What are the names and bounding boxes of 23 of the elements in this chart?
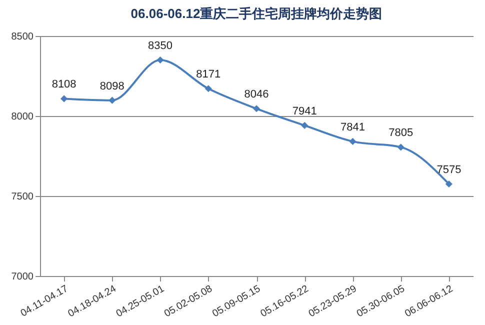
point (301, 122, 308, 129)
point (252, 105, 260, 112)
data-label: 8046 (244, 88, 269, 101)
data-label: 8171 (196, 68, 221, 81)
data-label: 7941 (292, 105, 317, 118)
point (445, 180, 452, 188)
chart-title: 06.06-06.12重庆二手住宅周挂牌均价走势图 (130, 6, 382, 21)
point (156, 56, 164, 64)
data-label: 7805 (388, 127, 414, 140)
y-tick-label: 7000 (11, 272, 34, 282)
data-label: 8108 (52, 78, 76, 91)
point (349, 138, 356, 145)
point (397, 144, 404, 151)
point (60, 95, 68, 102)
data-label: 8098 (100, 80, 124, 92)
y-tick-label: 7500 (11, 192, 34, 202)
data-label: 7841 (340, 121, 365, 134)
point (108, 96, 116, 104)
data-label: 7575 (436, 164, 462, 176)
y-tick-label: 8000 (11, 112, 34, 122)
data-label: 8350 (148, 40, 173, 52)
point (204, 85, 212, 92)
y-tick-label: 8500 (11, 32, 34, 42)
